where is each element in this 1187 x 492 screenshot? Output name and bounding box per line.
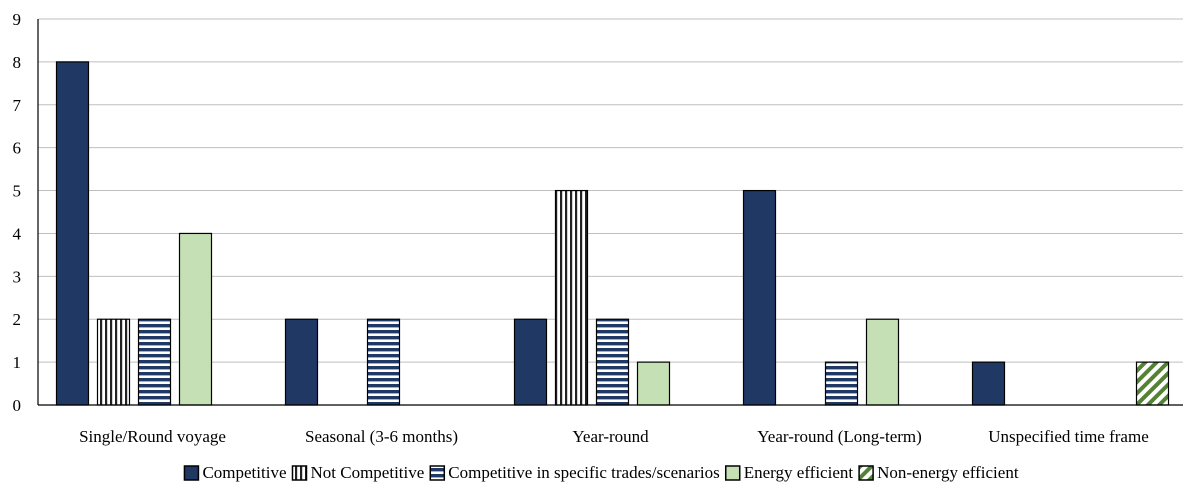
x-category-label: Seasonal (3-6 months)	[305, 427, 458, 446]
bar-competitive-in-specific-trades-scenarios-1	[366, 318, 401, 406]
legend-swatch	[183, 465, 200, 481]
y-tick-label: 8	[13, 53, 22, 72]
bar-competitive-in-specific-trades-scenarios-0	[137, 318, 172, 406]
x-category-label: Year-round (Long-term)	[757, 427, 922, 446]
y-tick-label: 1	[13, 353, 22, 372]
bar-competitive-0	[55, 61, 90, 406]
legend-item: Competitive in specific trades/scenarios	[429, 463, 720, 482]
bar-energy-efficient-3	[865, 318, 900, 406]
legend-item: Competitive	[183, 463, 286, 482]
legend-label: Competitive in specific trades/scenarios	[448, 463, 719, 482]
y-tick-label: 4	[13, 224, 22, 243]
x-category-label: Unspecified time frame	[988, 427, 1149, 446]
legend-item: Energy efficient	[724, 463, 854, 482]
legend-label: Non-energy efficient	[877, 463, 1019, 482]
y-tick-label: 2	[13, 310, 22, 329]
bar-non-energy-efficient-4	[1135, 361, 1170, 406]
bar-not-competitive-0	[96, 318, 131, 406]
gridlines	[38, 18, 1183, 363]
bar-competitive-in-specific-trades-scenarios-2	[595, 318, 630, 406]
x-category-label: Single/Round voyage	[79, 427, 226, 446]
legend-label: Competitive	[202, 463, 286, 482]
legend: Competitive Not Competitive Competitive in…	[183, 463, 1019, 482]
legend-label: Energy efficient	[744, 463, 854, 482]
y-axis-ticks: 0 1 2 3 4 5 6 7 8 9	[13, 10, 22, 415]
y-tick-label: 5	[13, 182, 22, 201]
y-tick-label: 3	[13, 267, 22, 286]
bar-competitive-in-specific-trades-scenarios-3	[824, 361, 859, 406]
bar-competitive-3	[742, 189, 777, 406]
bar-competitive-4	[971, 361, 1006, 406]
axes	[37, 19, 1183, 406]
legend-item: Not Competitive	[291, 463, 424, 482]
legend-swatch	[858, 465, 874, 481]
x-category-label: Year-round	[572, 427, 649, 446]
x-axis-labels: Single/Round voyage Seasonal (3-6 months)…	[79, 427, 1149, 446]
legend-item: Non-energy efficient	[858, 463, 1019, 482]
bar-competitive-1	[284, 318, 319, 406]
legend-label: Not Competitive	[310, 463, 424, 482]
y-tick-label: 7	[13, 96, 22, 115]
bar-energy-efficient-0	[178, 232, 213, 406]
bar-competitive-2	[513, 318, 548, 406]
legend-swatch	[724, 465, 741, 481]
bars	[55, 61, 1170, 406]
y-tick-label: 9	[13, 10, 22, 29]
y-tick-label: 0	[13, 396, 22, 415]
legend-swatch	[291, 465, 308, 481]
legend-swatch	[429, 465, 446, 481]
bar-not-competitive-2	[554, 189, 589, 406]
y-tick-label: 6	[13, 139, 22, 158]
bar-energy-efficient-2	[636, 361, 671, 406]
